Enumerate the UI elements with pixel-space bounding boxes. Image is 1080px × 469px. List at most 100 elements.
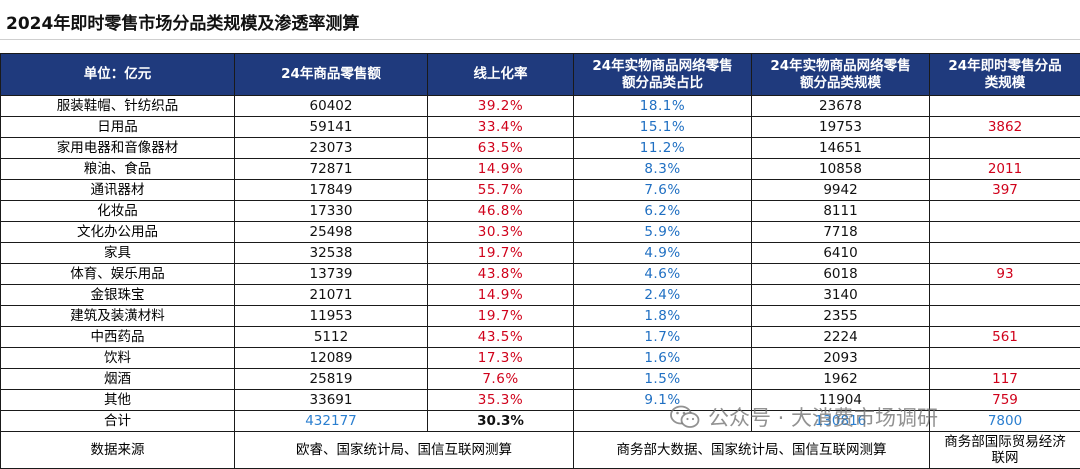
row-instant [930, 285, 1080, 306]
row-online-rate: 33.4% [428, 117, 574, 138]
total-online-rate: 30.3% [428, 411, 574, 432]
row-instant [930, 222, 1080, 243]
row-scale: 2355 [752, 306, 930, 327]
row-retail: 25498 [235, 222, 428, 243]
row-retail: 5112 [235, 327, 428, 348]
row-category: 粮油、食品 [1, 159, 235, 180]
total-label: 合计 [1, 411, 235, 432]
header-share-line1: 24年实物商品网络零售 [574, 58, 751, 75]
row-instant [930, 348, 1080, 369]
header-online-rate: 线上化率 [428, 54, 574, 96]
row-share: 5.9% [574, 222, 752, 243]
row-share: 1.7% [574, 327, 752, 348]
total-row: 合计 432177 30.3% 130816 7800 [1, 411, 1080, 432]
row-retail: 25819 [235, 369, 428, 390]
row-share: 4.6% [574, 264, 752, 285]
header-instant: 24年即时零售分品 类规模 [930, 54, 1080, 96]
row-instant: 759 [930, 390, 1080, 411]
row-scale: 19753 [752, 117, 930, 138]
source-text-2: 商务部大数据、国家统计局、国信互联网测算 [574, 432, 930, 469]
header-share: 24年实物商品网络零售 额分品类占比 [574, 54, 752, 96]
row-online-rate: 55.7% [428, 180, 574, 201]
row-retail: 11953 [235, 306, 428, 327]
row-online-rate: 63.5% [428, 138, 574, 159]
row-scale: 23678 [752, 96, 930, 117]
row-category: 烟酒 [1, 369, 235, 390]
row-category: 化妆品 [1, 201, 235, 222]
row-scale: 8111 [752, 201, 930, 222]
header-scale-line2: 额分品类规模 [752, 75, 929, 92]
row-online-rate: 30.3% [428, 222, 574, 243]
header-instant-line1: 24年即时零售分品 [930, 58, 1080, 75]
source-text-3-line1: 商务部国际贸易经济 [930, 434, 1080, 450]
row-category: 文化办公用品 [1, 222, 235, 243]
row-share: 2.4% [574, 285, 752, 306]
row-instant: 2011 [930, 159, 1080, 180]
row-share: 8.3% [574, 159, 752, 180]
row-category: 通讯器材 [1, 180, 235, 201]
row-share: 11.2% [574, 138, 752, 159]
row-online-rate: 14.9% [428, 285, 574, 306]
row-share: 1.5% [574, 369, 752, 390]
row-share: 9.1% [574, 390, 752, 411]
row-scale: 1962 [752, 369, 930, 390]
header-instant-line2: 类规模 [930, 75, 1080, 92]
row-scale: 2093 [752, 348, 930, 369]
row-scale: 6410 [752, 243, 930, 264]
row-category: 饮料 [1, 348, 235, 369]
row-scale: 14651 [752, 138, 930, 159]
row-scale: 10858 [752, 159, 930, 180]
row-scale: 9942 [752, 180, 930, 201]
row-retail: 17849 [235, 180, 428, 201]
row-online-rate: 43.5% [428, 327, 574, 348]
row-instant: 3862 [930, 117, 1080, 138]
row-online-rate: 39.2% [428, 96, 574, 117]
row-instant [930, 243, 1080, 264]
row-instant: 117 [930, 369, 1080, 390]
row-online-rate: 35.3% [428, 390, 574, 411]
row-category: 日用品 [1, 117, 235, 138]
row-category: 建筑及装潢材料 [1, 306, 235, 327]
table-header-row: 单位：亿元 24年商品零售额 线上化率 24年实物商品网络零售 额分品类占比 2… [1, 54, 1080, 96]
row-instant [930, 138, 1080, 159]
title-bar: 2024年即时零售市场分品类规模及渗透率测算 [0, 0, 1080, 40]
header-retail: 24年商品零售额 [235, 54, 428, 96]
row-category: 家用电器和音像器材 [1, 138, 235, 159]
row-share: 4.9% [574, 243, 752, 264]
total-retail: 432177 [235, 411, 428, 432]
row-retail: 60402 [235, 96, 428, 117]
total-share [574, 411, 752, 432]
source-text-1: 欧睿、国家统计局、国信互联网测算 [235, 432, 574, 469]
row-retail: 33691 [235, 390, 428, 411]
row-retail: 12089 [235, 348, 428, 369]
row-online-rate: 7.6% [428, 369, 574, 390]
row-retail: 23073 [235, 138, 428, 159]
row-share: 1.6% [574, 348, 752, 369]
row-scale: 6018 [752, 264, 930, 285]
row-scale: 11904 [752, 390, 930, 411]
row-category: 中西药品 [1, 327, 235, 348]
source-label: 数据来源 [1, 432, 235, 469]
row-instant: 561 [930, 327, 1080, 348]
row-online-rate: 19.7% [428, 243, 574, 264]
data-table: 单位：亿元 24年商品零售额 线上化率 24年实物商品网络零售 额分品类占比 2… [0, 53, 1080, 469]
total-scale: 130816 [752, 411, 930, 432]
row-retail: 72871 [235, 159, 428, 180]
row-instant [930, 306, 1080, 327]
row-share: 18.1% [574, 96, 752, 117]
row-share: 7.6% [574, 180, 752, 201]
row-scale: 2224 [752, 327, 930, 348]
row-share: 15.1% [574, 117, 752, 138]
